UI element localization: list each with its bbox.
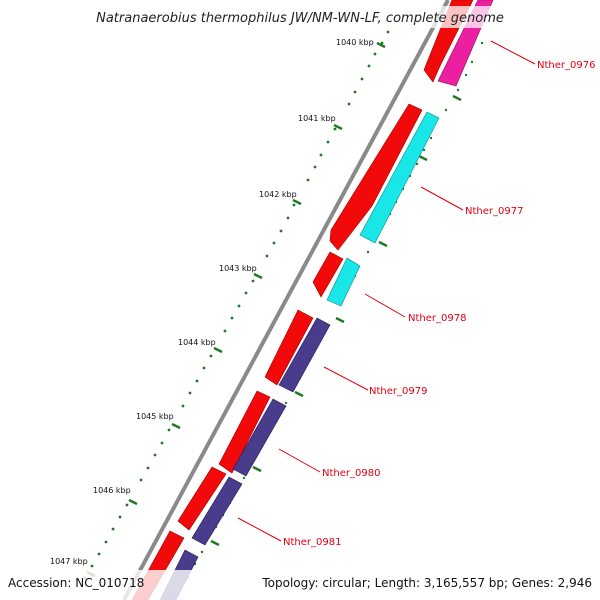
kbp-label-1046: 1046 kbp <box>93 486 131 495</box>
kbp-label-1047: 1047 kbp <box>50 557 88 566</box>
kbp-label-1040: 1040 kbp <box>336 38 374 47</box>
gene-nther-0977 <box>359 111 440 244</box>
gene-label-nther-0980[interactable]: Nther_0980 <box>322 468 380 479</box>
gene-label-nther-0978[interactable]: Nther_0978 <box>408 313 466 324</box>
cds-arrow <box>218 390 271 474</box>
kbp-major-ticks <box>86 41 386 578</box>
kbp-label-1043: 1043 kbp <box>219 264 257 273</box>
topology-summary: Topology: circular; Length: 3,165,557 bp… <box>261 576 592 590</box>
footer-backdrop <box>0 570 600 600</box>
cds-arrow <box>264 309 314 386</box>
kbp-label-1045: 1045 kbp <box>136 412 174 421</box>
gene-leader-lines <box>237 40 536 542</box>
inner-major-ticks <box>210 94 462 547</box>
kbp-label-1042: 1042 kbp <box>259 190 297 199</box>
gene-label-nther-0977[interactable]: Nther_0977 <box>465 206 523 217</box>
title-backdrop <box>78 6 522 28</box>
gene-nther-0978 <box>326 257 361 307</box>
accession-text: Accession: NC_010718 <box>8 576 144 590</box>
kbp-label-1041: 1041 kbp <box>298 114 336 123</box>
cds-arrow <box>312 251 344 298</box>
cds-arrow <box>177 466 227 531</box>
outer-ticks <box>83 30 390 580</box>
cds-strand-reverse <box>159 0 494 600</box>
gene-label-nther-0979[interactable]: Nther_0979 <box>369 386 427 397</box>
cds-arrow <box>329 103 423 251</box>
kbp-label-1044: 1044 kbp <box>178 338 216 347</box>
map-title: Natranaerobius thermophilus JW/NM-WN-LF,… <box>96 11 504 26</box>
cds-strand-forward <box>131 0 474 600</box>
genome-backbone <box>122 0 450 600</box>
gene-nther-0981 <box>191 476 243 546</box>
gene-label-nther-0981[interactable]: Nther_0981 <box>283 537 341 548</box>
gene-nther-0980 <box>232 398 287 477</box>
gene-nther-0979 <box>278 317 331 393</box>
gene-label-nther-0976[interactable]: Nther_0976 <box>537 60 595 71</box>
